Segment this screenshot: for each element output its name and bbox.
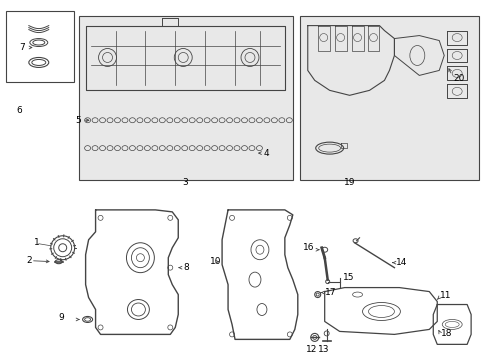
Text: 11: 11 bbox=[440, 291, 452, 300]
Bar bbox=[6, 11, 73, 82]
Text: 3: 3 bbox=[182, 179, 188, 188]
Text: 1: 1 bbox=[34, 238, 40, 247]
Ellipse shape bbox=[33, 40, 45, 45]
Text: 16: 16 bbox=[303, 243, 315, 252]
Text: 19: 19 bbox=[344, 179, 355, 188]
Text: 5: 5 bbox=[75, 116, 81, 125]
Text: 2: 2 bbox=[27, 256, 32, 265]
Text: 18: 18 bbox=[441, 329, 453, 338]
Text: 9: 9 bbox=[59, 313, 65, 322]
Text: 4: 4 bbox=[264, 149, 270, 158]
Text: 14: 14 bbox=[396, 258, 408, 267]
Text: 8: 8 bbox=[183, 263, 189, 272]
Text: 15: 15 bbox=[343, 273, 354, 282]
Text: 12: 12 bbox=[306, 345, 318, 354]
Text: 17: 17 bbox=[325, 288, 336, 297]
Text: 6: 6 bbox=[16, 106, 22, 115]
Ellipse shape bbox=[316, 293, 319, 296]
Bar bbox=[78, 15, 293, 180]
Ellipse shape bbox=[32, 59, 46, 66]
Text: 20: 20 bbox=[453, 74, 465, 83]
Text: 7: 7 bbox=[19, 43, 24, 52]
Text: 13: 13 bbox=[318, 345, 329, 354]
Ellipse shape bbox=[445, 321, 459, 328]
Ellipse shape bbox=[85, 318, 91, 321]
Ellipse shape bbox=[313, 336, 317, 339]
Bar bbox=[300, 15, 479, 180]
Text: 10: 10 bbox=[210, 257, 221, 266]
